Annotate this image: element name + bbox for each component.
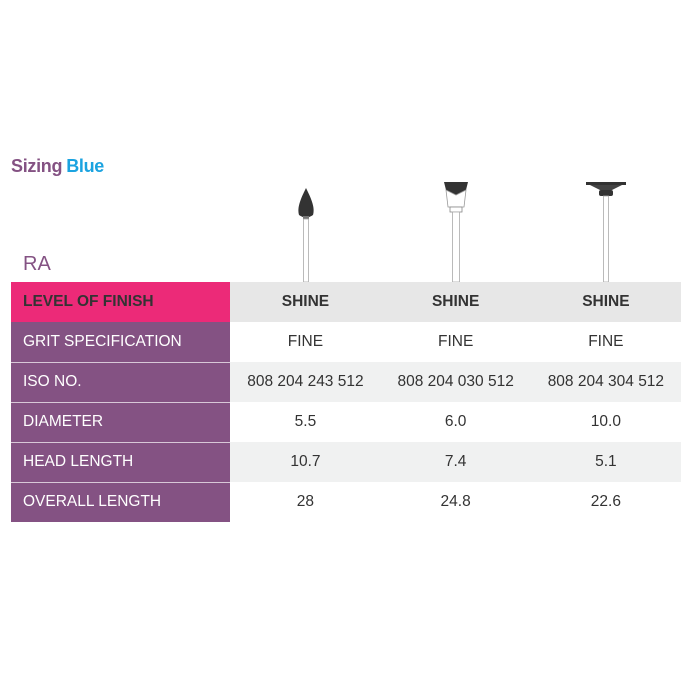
row-label: ISO NO.: [11, 362, 231, 403]
cell: FINE: [588, 333, 624, 350]
cell: 808 204 243 512: [230, 362, 381, 402]
table-row: LEVEL OF FINISH SHINE SHINE SHINE: [11, 282, 681, 322]
page-title: Sizing Blue: [11, 156, 104, 177]
cell: 22.6: [590, 493, 621, 510]
title-sizing: Sizing: [11, 156, 63, 176]
cell: 808 204 030 512: [380, 362, 531, 402]
row-label: OVERALL LENGTH: [11, 482, 231, 522]
cell: 5.1: [530, 442, 681, 482]
title-blue: Blue: [66, 156, 105, 176]
cell: 5.5: [294, 413, 317, 430]
cup-polisher-icon: [444, 182, 468, 282]
cell: 6.0: [444, 413, 467, 430]
table-row: OVERALL LENGTH 28 24.8 22.6: [11, 482, 681, 522]
cell: SHINE: [530, 282, 681, 322]
cell: SHINE: [380, 282, 531, 322]
cell: 28: [296, 493, 315, 510]
row-label: HEAD LENGTH: [11, 442, 231, 483]
disc-polisher-icon: [586, 182, 626, 282]
cell: 10.0: [590, 413, 621, 430]
section-label: RA: [23, 253, 51, 275]
table-row: ISO NO. 808 204 243 512 808 204 030 512 …: [11, 362, 681, 403]
row-label: DIAMETER: [11, 402, 231, 443]
cell: 7.4: [380, 442, 531, 482]
row-label: GRIT SPECIFICATION: [11, 322, 231, 363]
cell: FINE: [287, 333, 324, 350]
cell: SHINE: [230, 282, 381, 322]
table-row: HEAD LENGTH 10.7 7.4 5.1: [11, 442, 681, 483]
cell: FINE: [437, 333, 474, 350]
cell: 10.7: [230, 442, 381, 482]
specification-table: LEVEL OF FINISH SHINE SHINE SHINE GRIT S…: [11, 282, 681, 522]
row-label: LEVEL OF FINISH: [11, 282, 231, 322]
table-row: DIAMETER 5.5 6.0 10.0: [11, 402, 681, 443]
tool-illustrations: [230, 180, 681, 282]
flame-polisher-icon: [298, 188, 314, 282]
cell: 24.8: [440, 493, 471, 510]
cell: 808 204 304 512: [530, 362, 681, 402]
table-row: GRIT SPECIFICATION FINE FINE FINE: [11, 322, 681, 363]
